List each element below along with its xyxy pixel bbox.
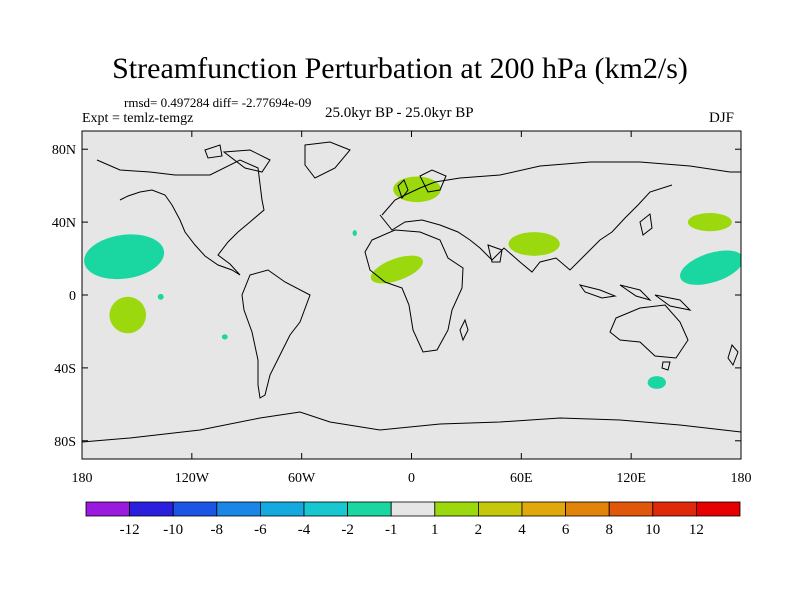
- contour-region-west-pacific-negative: [680, 250, 741, 285]
- colorbar-swatch: [303, 501, 348, 517]
- x-tick-label: 60W: [288, 471, 316, 486]
- colorbar-label: -1: [385, 522, 398, 538]
- colorbar-swatch: [477, 501, 523, 517]
- colorbar-swatch: [390, 501, 436, 517]
- y-tick-label: 80S: [54, 435, 76, 450]
- stats-label: rmsd= 0.497284 diff= -2.77694e-09: [124, 95, 312, 110]
- contour-regions: [84, 176, 741, 389]
- contour-region-pacific-small-negative: [157, 293, 164, 300]
- contour-region-south-asia-positive: [508, 232, 560, 256]
- colorbar-swatch: [172, 501, 218, 517]
- colorbar-label: 8: [605, 522, 613, 538]
- chart-title: Streamfunction Perturbation at 200 hPa (…: [112, 52, 688, 85]
- colorbar-label: -4: [298, 522, 311, 538]
- contour-region-southern-ocean-negative: [647, 376, 666, 389]
- colorbar-swatch: [521, 501, 566, 517]
- colorbar-label: -12: [120, 522, 140, 538]
- colorbar-label: -10: [163, 522, 183, 538]
- colorbar-swatch: [259, 501, 305, 517]
- contour-region-east-asia-positive: [687, 213, 732, 232]
- x-tick-label: 120W: [175, 471, 210, 486]
- x-tick-label: 0: [408, 471, 415, 486]
- colorbar-label: -2: [341, 522, 354, 538]
- colorbar-label: -8: [211, 522, 224, 538]
- x-tick-label: 60E: [510, 471, 533, 486]
- colorbar-label: 2: [475, 522, 483, 538]
- season-label: DJF: [709, 110, 735, 126]
- colorbar-swatch: [608, 501, 654, 517]
- experiment-label: Expt = temlz-temgz: [82, 111, 194, 126]
- colorbar-swatch: [565, 501, 610, 517]
- colorbar-swatch: [434, 501, 479, 517]
- colorbar: -12 -10 -8 -6 -4 -2 -1 1 2 4 6 8 10 12: [85, 501, 741, 538]
- colorbar-label: 1: [431, 522, 439, 538]
- colorbar-swatch: [652, 501, 697, 517]
- colorbar-swatch: [85, 501, 130, 517]
- colorbar-label: 10: [645, 522, 660, 538]
- y-tick-label: 40S: [54, 362, 76, 377]
- colorbar-label: 4: [518, 522, 526, 538]
- colorbar-swatch: [129, 501, 174, 517]
- x-tick-label: 180: [72, 471, 93, 486]
- x-tick-label: 180: [731, 471, 752, 486]
- y-tick-label: 0: [69, 289, 76, 304]
- colorbar-label: -6: [254, 522, 267, 538]
- contour-region-atlantic-small-negative: [352, 230, 357, 236]
- colorbar-label: 6: [562, 522, 570, 538]
- colorbar-swatch: [216, 501, 261, 517]
- coastlines: [82, 141, 741, 443]
- contour-region-west-africa-positive: [370, 255, 423, 284]
- y-tick-label: 80N: [52, 143, 76, 158]
- contour-region-south-pacific-small-negative: [221, 334, 228, 340]
- colorbar-label: 12: [689, 522, 704, 538]
- period-label: 25.0kyr BP - 25.0kyr BP: [325, 105, 474, 121]
- y-tick-label: 40N: [52, 216, 76, 231]
- map-axes: 180 120W 60W 0 60E 120E 180 80N 40N 0 40S 80S: [52, 131, 752, 486]
- colorbar-swatch: [347, 501, 392, 517]
- contour-region-north-pacific-negative: [84, 234, 165, 280]
- colorbar-swatch: [696, 501, 741, 517]
- x-tick-label: 120E: [616, 471, 646, 486]
- contour-region-south-pacific-positive: [109, 296, 147, 334]
